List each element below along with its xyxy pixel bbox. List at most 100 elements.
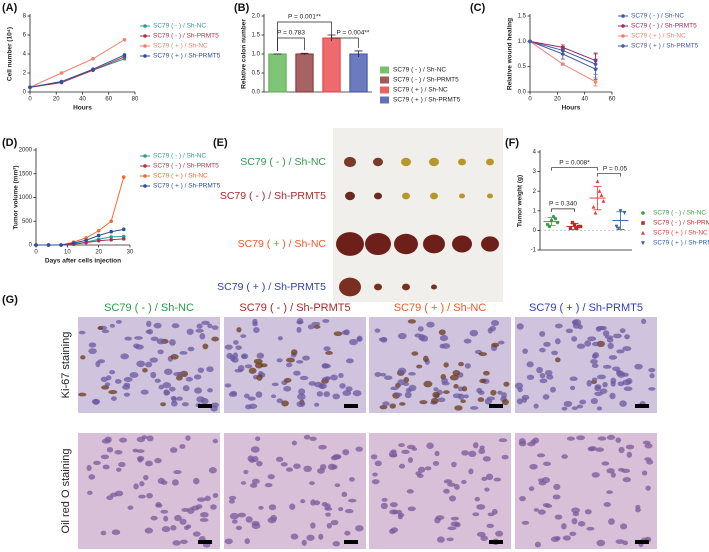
nucleus xyxy=(566,436,575,441)
nucleus xyxy=(397,367,407,375)
nucleus xyxy=(160,509,169,514)
nucleus xyxy=(338,507,344,512)
nucleus xyxy=(533,508,540,512)
nucleus xyxy=(539,347,546,353)
annotation: P = 0.004** xyxy=(337,30,370,37)
nucleus xyxy=(591,472,600,478)
nucleus xyxy=(449,374,459,381)
bar xyxy=(349,53,368,93)
nucleus xyxy=(334,483,341,488)
y-axis-label: Tumor weight (g) xyxy=(517,175,524,227)
nucleus xyxy=(458,361,464,367)
error-bar xyxy=(300,52,309,55)
nucleus xyxy=(197,367,205,373)
nucleus xyxy=(240,481,247,485)
x-axis-label: Hours xyxy=(562,105,581,112)
nucleus xyxy=(232,352,239,359)
y-tick-label: 500 xyxy=(22,219,33,225)
nucleus xyxy=(622,477,631,483)
nucleus xyxy=(185,376,193,382)
nucleus xyxy=(388,451,398,458)
nucleus xyxy=(145,460,153,467)
data-point xyxy=(614,224,619,229)
nucleus xyxy=(314,402,320,407)
nucleus xyxy=(325,512,331,517)
data-point xyxy=(599,193,604,197)
data-point xyxy=(121,237,126,241)
nucleus xyxy=(420,335,429,342)
nucleus xyxy=(397,332,407,340)
nucleus xyxy=(92,398,100,405)
nucleus xyxy=(316,391,323,397)
nucleus xyxy=(88,342,97,348)
nucleus xyxy=(170,395,177,401)
nucleus xyxy=(123,382,131,387)
nucleus xyxy=(179,518,187,525)
nucleus xyxy=(432,391,440,398)
nucleus xyxy=(330,374,338,381)
nucleus xyxy=(518,440,527,447)
data-point xyxy=(122,37,127,42)
y-tick-label: -1 xyxy=(531,248,537,254)
nucleus xyxy=(408,371,416,376)
y-tick-label: 2 xyxy=(533,189,537,195)
nucleus xyxy=(491,508,498,515)
nucleus xyxy=(606,490,613,494)
nucleus xyxy=(253,327,260,333)
tumor xyxy=(459,193,465,199)
nucleus xyxy=(286,357,295,363)
scale-bar xyxy=(489,404,503,408)
nucleus xyxy=(591,363,599,369)
nucleus xyxy=(240,334,247,338)
column-label: SC79 ( + ) / Sh-NC xyxy=(394,302,487,314)
nucleus xyxy=(323,346,331,352)
nucleus xyxy=(296,360,304,364)
nucleus xyxy=(77,392,87,397)
legend-label: SC79 ( - ) / Sh-PRMT5 xyxy=(153,163,219,170)
tumor xyxy=(365,232,391,256)
nucleus xyxy=(210,405,218,412)
nucleus xyxy=(419,400,428,405)
nucleus xyxy=(101,385,110,390)
panel-label: (C) xyxy=(470,2,486,14)
nucleus xyxy=(303,434,311,440)
tumor xyxy=(402,192,410,200)
y-tick-label: 0.5 xyxy=(252,71,261,77)
bar xyxy=(295,53,314,93)
nucleus xyxy=(646,459,654,465)
nucleus xyxy=(176,396,183,401)
nucleus xyxy=(284,377,292,383)
data-point xyxy=(109,219,113,224)
nucleus xyxy=(150,371,157,379)
nucleus xyxy=(382,401,390,407)
panel-label: (G) xyxy=(2,294,18,306)
nucleus xyxy=(590,359,598,365)
data-point xyxy=(593,80,598,84)
nucleus xyxy=(406,489,414,494)
nucleus xyxy=(230,390,237,396)
nucleus xyxy=(237,512,246,518)
nucleus xyxy=(290,533,299,540)
nucleus xyxy=(563,400,573,407)
nucleus xyxy=(403,377,410,383)
nucleus xyxy=(597,436,607,441)
nucleus xyxy=(293,370,301,376)
nucleus xyxy=(286,467,293,472)
nucleus xyxy=(497,390,503,395)
nucleus xyxy=(571,406,578,411)
y-tick-label: 1 xyxy=(533,208,537,214)
nucleus xyxy=(626,451,633,458)
nucleus xyxy=(539,331,546,337)
tumor xyxy=(431,284,437,290)
nucleus xyxy=(341,491,348,498)
nucleus xyxy=(114,379,122,384)
nucleus xyxy=(553,483,561,491)
nucleus xyxy=(397,379,405,386)
annotation: P = 0.783 xyxy=(277,30,305,37)
nucleus xyxy=(195,504,203,509)
panel-label: (A) xyxy=(2,2,18,14)
legend-marker xyxy=(641,221,645,225)
x-tick-label: 0 xyxy=(34,250,38,256)
nucleus xyxy=(463,338,472,344)
nucleus xyxy=(379,405,388,410)
